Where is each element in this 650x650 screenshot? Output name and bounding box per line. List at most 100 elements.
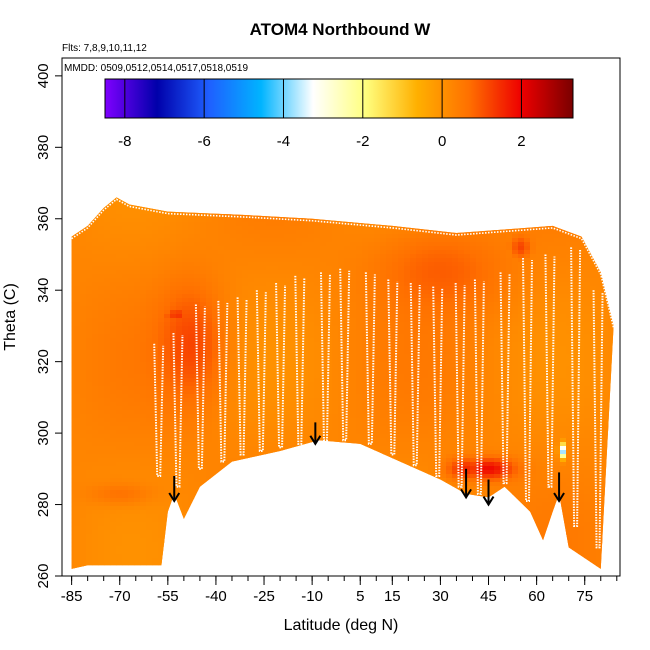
heat-cell (104, 334, 111, 339)
heat-cell (158, 130, 165, 135)
heat-cell (266, 358, 273, 363)
heat-cell (194, 182, 201, 187)
heat-cell (116, 166, 123, 171)
heat-cell (128, 274, 135, 279)
heat-cell (110, 294, 117, 299)
heat-cell (92, 410, 99, 415)
heat-cell (260, 258, 267, 263)
heat-cell (62, 90, 69, 95)
heat-cell (170, 554, 177, 559)
heat-cell (122, 562, 129, 567)
heat-cell (254, 234, 261, 239)
heat-cell (254, 190, 261, 195)
heat-cell (224, 462, 231, 467)
heat-cell (92, 366, 99, 371)
heat-cell (266, 518, 273, 523)
heat-cell (206, 542, 213, 547)
heat-cell (128, 502, 135, 507)
heat-cell (284, 70, 291, 75)
heat-cell (278, 286, 285, 291)
heat-cell (272, 330, 279, 335)
heat-cell (272, 466, 279, 471)
heat-cell (272, 406, 279, 411)
heat-cell (194, 238, 201, 243)
heat-cell (116, 530, 123, 535)
heat-cell (194, 438, 201, 443)
heat-cell (200, 218, 207, 223)
heat-cell (104, 258, 111, 263)
heat-cell (266, 398, 273, 403)
heat-cell (236, 318, 243, 323)
heat-cell (230, 342, 237, 347)
heat-cell (170, 522, 177, 527)
heat-cell (206, 186, 213, 191)
heat-cell (86, 506, 93, 511)
heat-cell (146, 546, 153, 551)
heat-cell (260, 394, 267, 399)
heat-cell (200, 170, 207, 175)
heat-cell (284, 434, 291, 439)
heat-cell (86, 478, 93, 483)
heat-cell (140, 490, 147, 495)
heat-cell (71, 294, 75, 299)
heat-cell (242, 166, 249, 171)
heat-cell (182, 230, 189, 235)
heat-cell (104, 326, 111, 331)
heat-cell (230, 134, 237, 139)
heat-cell (98, 546, 105, 551)
heat-cell (182, 546, 189, 551)
heat-cell (104, 58, 111, 63)
heat-cell (128, 202, 135, 207)
heat-cell (254, 442, 261, 447)
heat-cell (80, 450, 87, 455)
heat-cell (98, 474, 105, 479)
heat-cell (188, 130, 195, 135)
heat-cell (74, 414, 81, 419)
heat-cell (86, 562, 93, 567)
heat-cell (110, 566, 117, 569)
heat-cell (170, 218, 177, 223)
heat-cell (71, 254, 75, 259)
heat-cell (284, 154, 291, 159)
heat-cell (74, 518, 81, 523)
heat-cell (92, 374, 99, 379)
heat-cell (98, 250, 105, 255)
heat-cell (242, 386, 249, 391)
heat-cell (188, 286, 195, 291)
heat-cell (284, 197, 291, 199)
heat-cell (170, 410, 177, 415)
heat-cell (254, 262, 261, 267)
heat-cell (230, 154, 237, 159)
heat-cell (224, 354, 231, 359)
heat-cell (188, 206, 195, 211)
heat-cell (272, 314, 279, 319)
heat-cell (74, 322, 81, 327)
heat-cell (122, 162, 129, 167)
heat-cell (188, 138, 195, 143)
heat-cell (218, 146, 225, 151)
heat-cell (194, 202, 201, 207)
heat-cell (188, 458, 195, 463)
heat-cell (122, 174, 129, 179)
heat-cell (122, 478, 129, 483)
heat-cell (62, 274, 69, 279)
heat-cell (182, 206, 189, 211)
heat-cell (242, 402, 249, 407)
heat-cell (140, 210, 147, 215)
heat-cell (170, 306, 177, 311)
heat-cell (188, 438, 195, 443)
heat-cell (98, 554, 105, 559)
heat-cell (182, 190, 189, 195)
heat-cell (104, 346, 111, 351)
heat-cell (164, 458, 171, 463)
heat-cell (224, 234, 231, 239)
heat-cell (206, 182, 213, 187)
heat-cell (140, 278, 147, 283)
heat-cell (248, 498, 255, 503)
heat-cell (98, 506, 105, 511)
heat-cell (194, 326, 201, 331)
heat-cell (224, 374, 231, 379)
heat-cell (242, 550, 249, 555)
heat-cell (242, 158, 249, 163)
heat-cell (206, 398, 213, 403)
